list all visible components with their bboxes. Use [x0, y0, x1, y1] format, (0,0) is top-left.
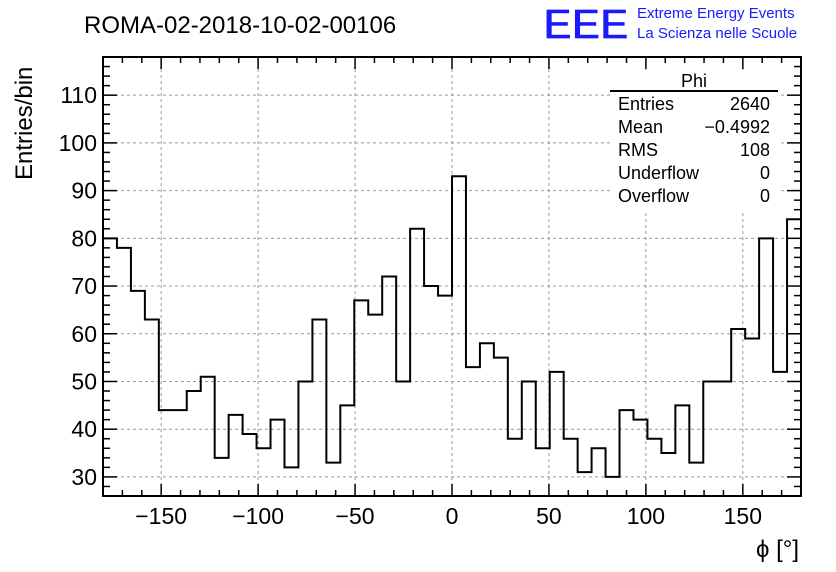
stats-label: Entries — [618, 94, 674, 114]
stats-value: 0 — [760, 163, 770, 183]
x-tick-labels: −150 −100 −50 0 50 100 150 — [135, 503, 762, 529]
logo-mark: EEE — [543, 0, 628, 49]
stats-label: Overflow — [618, 186, 690, 206]
stats-rows: Entries 2640 Mean −0.4992 RMS 108 Underflow 0 Ov… — [618, 94, 770, 206]
x-tick-label: 150 — [724, 503, 762, 529]
y-tick-label: 90 — [71, 178, 97, 204]
x-axis-title: ϕ [°] — [756, 536, 799, 563]
stats-label: RMS — [618, 140, 658, 160]
stats-value: −0.4992 — [704, 117, 770, 137]
histogram-outline — [103, 175, 801, 478]
y-tick-label: 80 — [71, 225, 97, 251]
y-axis-title: Entries/bin — [11, 67, 38, 180]
stats-label: Mean — [618, 117, 663, 137]
x-tick-label: 0 — [446, 503, 459, 529]
stats-value: 2640 — [730, 94, 770, 114]
histogram-line — [103, 175, 801, 478]
stats-box-background — [610, 70, 778, 210]
stats-box: Phi Entries 2640 Mean −0.4992 RMS 108 Underflo… — [610, 70, 778, 210]
y-tick-label: 30 — [71, 464, 97, 490]
x-tick-label: 100 — [627, 503, 665, 529]
x-tick-label: −100 — [232, 503, 284, 529]
y-tick-label: 100 — [59, 130, 97, 156]
y-tick-label: 50 — [71, 368, 97, 394]
logo-line-2: La Scienza nelle Scuole — [637, 25, 797, 42]
y-tick-labels: 30 40 50 60 70 80 90 100 110 — [59, 82, 97, 490]
stats-value: 0 — [760, 186, 770, 206]
y-tick-label: 70 — [71, 273, 97, 299]
y-tick-label: 110 — [60, 82, 97, 108]
y-tick-label: 40 — [71, 416, 97, 442]
stats-label: Underflow — [618, 163, 700, 183]
axis-ticks — [102, 57, 802, 496]
x-tick-label: −150 — [135, 503, 187, 529]
logo-line-1: Extreme Energy Events — [637, 5, 795, 22]
chart-title: ROMA-02-2018-10-02-00106 — [84, 12, 396, 39]
stats-box-title: Phi — [681, 71, 707, 91]
y-tick-label: 60 — [71, 321, 97, 347]
x-tick-label: −50 — [336, 503, 375, 529]
stats-value: 108 — [740, 140, 770, 160]
eee-logo: EEE Extreme Energy Events La Scienza nel… — [542, 0, 797, 50]
x-tick-label: 50 — [536, 503, 562, 529]
